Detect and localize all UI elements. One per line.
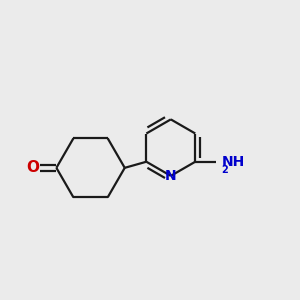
Text: N: N: [165, 169, 177, 183]
Text: O: O: [27, 160, 40, 175]
Text: 2: 2: [221, 165, 228, 175]
Text: NH: NH: [221, 155, 245, 169]
